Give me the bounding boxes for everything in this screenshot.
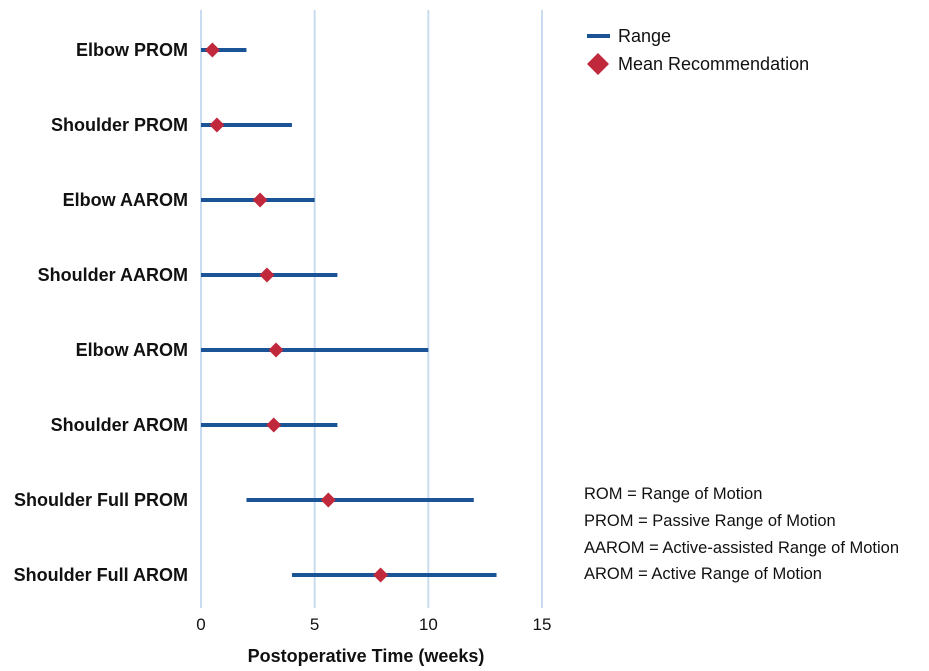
x-tick-labels: 0 5 10 15: [196, 615, 551, 634]
x-tick-label: 10: [419, 615, 438, 634]
x-tick-label: 0: [196, 615, 205, 634]
y-tick-label: Shoulder PROM: [51, 115, 188, 135]
y-tick-label: Elbow PROM: [76, 40, 188, 60]
mean-marker: [320, 492, 336, 508]
range-bars: [201, 48, 497, 577]
y-tick-label: Shoulder Full PROM: [14, 490, 188, 510]
mean-marker: [209, 117, 225, 133]
abbreviation-notes: ROM = Range of Motion PROM = Passive Ran…: [584, 485, 899, 583]
note-line: PROM = Passive Range of Motion: [584, 512, 836, 530]
note-line: ROM = Range of Motion: [584, 485, 762, 503]
x-axis-label: Postoperative Time (weeks): [248, 646, 485, 666]
mean-marker: [259, 267, 275, 283]
y-tick-label: Shoulder Full AROM: [14, 565, 188, 585]
mean-marker: [252, 192, 268, 208]
legend-range-label: Range: [618, 26, 671, 46]
note-line: AROM = Active Range of Motion: [584, 565, 822, 583]
x-tick-label: 15: [533, 615, 552, 634]
mean-markers: [204, 42, 389, 583]
mean-marker: [373, 567, 389, 583]
legend-mean-swatch: [587, 53, 609, 75]
gridlines: [200, 10, 543, 608]
mean-marker: [268, 342, 284, 358]
y-tick-label: Elbow AAROM: [63, 190, 188, 210]
y-tick-label: Shoulder AROM: [51, 415, 188, 435]
mean-marker: [266, 417, 282, 433]
mean-marker: [204, 42, 220, 58]
note-line: AAROM = Active-assisted Range of Motion: [584, 539, 899, 557]
legend: Range Mean Recommendation: [587, 26, 809, 75]
y-tick-labels: Elbow PROM Shoulder PROM Elbow AAROM Should…: [14, 40, 188, 585]
x-tick-label: 5: [310, 615, 319, 634]
legend-mean-label: Mean Recommendation: [618, 54, 809, 74]
y-tick-label: Shoulder AAROM: [38, 265, 188, 285]
y-tick-label: Elbow AROM: [76, 340, 188, 360]
